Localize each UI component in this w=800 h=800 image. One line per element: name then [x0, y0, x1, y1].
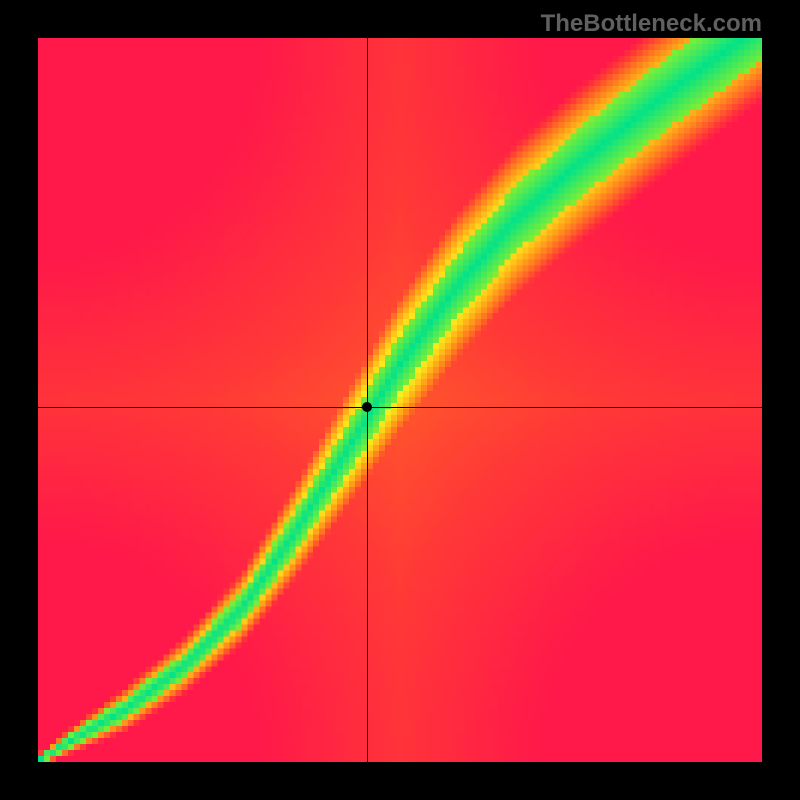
crosshair-vertical	[367, 38, 368, 762]
crosshair-horizontal	[38, 407, 762, 408]
watermark-text: TheBottleneck.com	[541, 10, 762, 38]
bottleneck-heatmap	[38, 38, 762, 762]
